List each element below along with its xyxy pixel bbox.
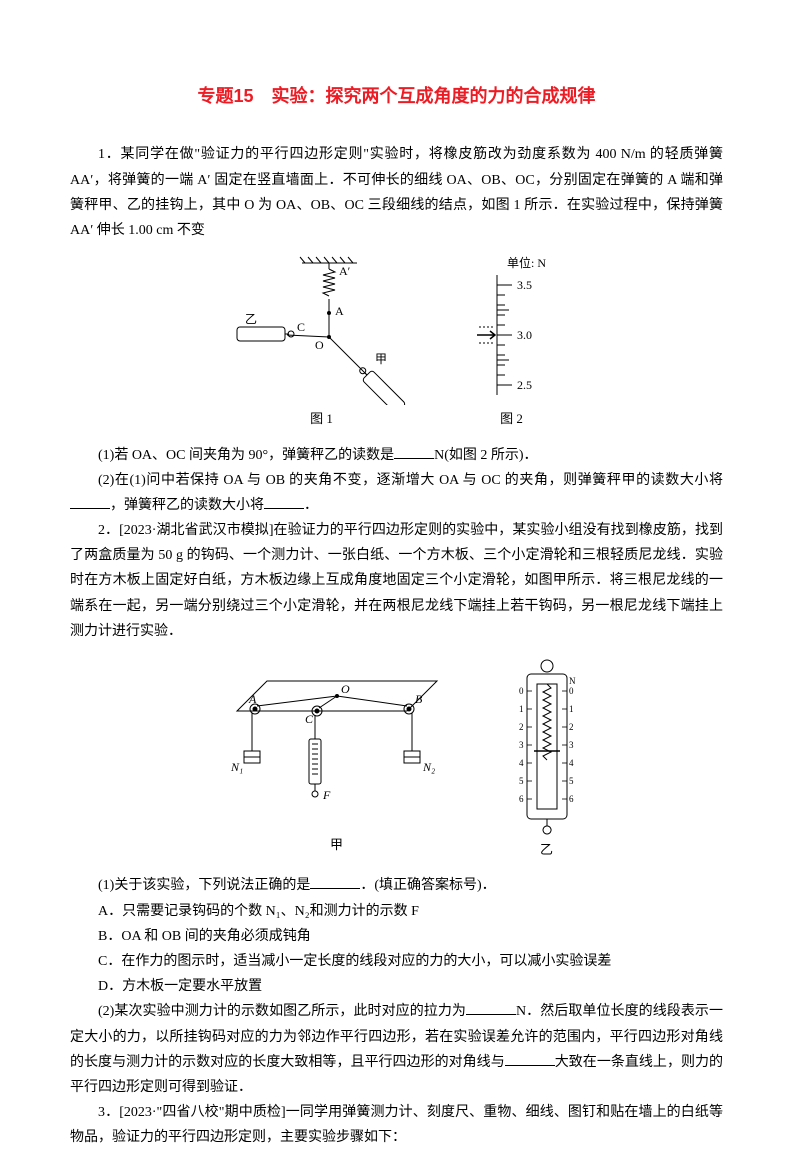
q1-intro: 1．某同学在做"验证力的平行四边形定则"实验时，将橡皮筋改为劲度系数为 400 … [70,142,723,243]
q3-intro: 3．[2023·"四省八校"期中质检]一同学用弹簧测力计、刻度尺、重物、细线、图… [70,1100,723,1150]
q2-sub1-end: ．(填正确答案标号)． [360,878,495,893]
fig1-label-c: C [297,320,305,334]
fig4-l4: 4 [519,758,524,768]
q2-optA: A．只需要记录钩码的个数 N₁、N₂和测力计的示数 F [70,899,723,924]
fig3-label-n1: N₁ [230,760,243,774]
fig3-label-f: F [322,788,331,802]
q1-sub2-text: (2)在(1)问中若保持 OA 与 OB 的夹角不变，逐渐增大 OA 与 OC … [98,473,723,488]
figure-2: 单位: N 3.5 3.0 2.5 图 2 [457,255,567,430]
fig1-label-a: A [335,304,344,318]
q1-sub1-blank [394,445,434,459]
fig4-caption: 乙 [540,838,553,861]
fig4-l5: 5 [519,776,524,786]
q1-sub2-blank2 [264,495,304,509]
fig2-tick-0: 3.5 [517,278,532,292]
fig4-r0: 0 [569,686,574,696]
fig2-unit: 单位: N [507,255,546,270]
q2-sub1-text: (1)关于该实验，下列说法正确的是 [98,878,310,893]
q2-optC: C．在作力的图示时，适当减小一定长度的线段对应的力的大小，可以减小实验误差 [70,949,723,974]
q1-sub2: (2)在(1)问中若保持 OA 与 OB 的夹角不变，逐渐增大 OA 与 OC … [70,468,723,518]
fig3-label-b: B [415,692,423,706]
fig1-label-o: O [315,338,324,352]
fig1-label-yi: 乙 [245,312,257,326]
fig3-label-a: A [248,692,257,706]
figure-4: 0 1 2 3 4 5 6 N 0 1 2 3 4 5 6 [507,656,587,861]
page-title: 专题15 实验：探究两个互成角度的力的合成规律 [70,80,723,112]
fig3-label-n2: N₂ [422,760,435,774]
q2-sub1: (1)关于该实验，下列说法正确的是 ．(填正确答案标号)． [70,873,723,898]
fig2-tick-1: 3.0 [517,328,532,342]
q1-sub2-end: ． [304,498,318,513]
fig4-l3: 3 [519,740,524,750]
fig4-r4: 4 [569,758,574,768]
q1-sub1-text: (1)若 OA、OC 间夹角为 90°，弹簧秤乙的读数是 [98,448,394,463]
fig2-caption: 图 2 [500,407,523,430]
figure-3: A B C O N₁ N₂ F 甲 [207,661,467,856]
fig3-caption: 甲 [330,833,343,856]
q1-sub2-mid: ，弹簧秤乙的读数大小将 [110,498,264,513]
fig3-label-c: C [305,712,314,726]
fig4-r3: 3 [569,740,574,750]
figure-row-2: A B C O N₁ N₂ F 甲 [70,656,723,861]
fig3-label-o: O [341,682,350,696]
fig1-label-jia: 甲 [375,352,387,366]
figure-1: A′ A O C 乙 甲 图 1 [227,255,417,430]
q2-intro: 2．[2023·湖北省武汉市模拟]在验证力的平行四边形定则的实验中，某实验小组没… [70,518,723,644]
fig4-l2: 2 [519,722,524,732]
fig4-l1: 1 [519,704,524,714]
q1-sub1: (1)若 OA、OC 间夹角为 90°，弹簧秤乙的读数是 N(如图 2 所示)． [70,443,723,468]
q2-sub2-blank2 [505,1052,555,1066]
q2-sub2-blank1 [466,1001,516,1015]
fig1-label-aprime: A′ [339,264,351,278]
q2-optD: D．方木板一定要水平放置 [70,974,723,999]
fig4-r-n: N [569,676,576,686]
q2-sub2-text: (2)某次实验中测力计的示数如图乙所示，此时对应的拉力为 [98,1004,466,1019]
q2-optB: B．OA 和 OB 间的夹角必须成钝角 [70,924,723,949]
q1-sub1-unit: N(如图 2 所示)． [434,448,537,463]
fig2-tick-2: 2.5 [517,378,532,392]
fig4-r2: 2 [569,722,574,732]
fig4-r5: 5 [569,776,574,786]
fig4-l0: 0 [519,686,524,696]
q1-sub2-blank1 [70,495,110,509]
fig4-r6: 6 [569,794,574,804]
fig1-caption: 图 1 [310,407,333,430]
q2-sub2: (2)某次实验中测力计的示数如图乙所示，此时对应的拉力为N．然后取单位长度的线段… [70,999,723,1100]
figure-row-1: A′ A O C 乙 甲 图 1 [70,255,723,430]
fig4-l6: 6 [519,794,524,804]
fig4-r1: 1 [569,704,574,714]
q2-sub1-blank [310,875,360,889]
